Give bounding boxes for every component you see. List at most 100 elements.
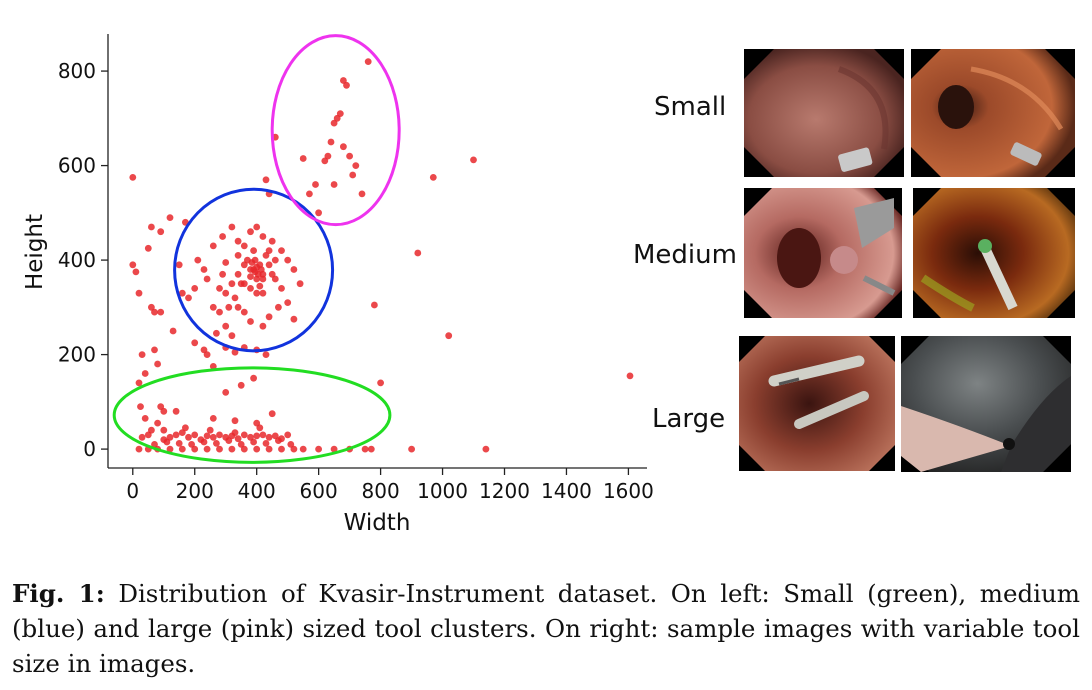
data-point bbox=[253, 445, 261, 453]
data-point bbox=[216, 308, 223, 316]
data-point bbox=[240, 431, 248, 439]
data-point bbox=[251, 256, 259, 264]
data-point bbox=[175, 261, 183, 269]
axes-layer: 0 200 400 600 800 1000 1200 1400 1600 0 200 400 600 8… bbox=[58, 34, 654, 503]
data-point bbox=[330, 445, 338, 453]
data-point bbox=[364, 58, 372, 65]
data-point bbox=[262, 176, 270, 184]
data-point bbox=[178, 445, 186, 453]
data-point bbox=[163, 438, 171, 446]
data-point bbox=[141, 415, 149, 422]
data-point bbox=[626, 372, 634, 380]
scatter-plot: 0 200 400 600 800 1000 1200 1400 1600 0 200 400 600 8… bbox=[22, 34, 654, 536]
data-point bbox=[129, 261, 137, 269]
data-point bbox=[203, 275, 211, 283]
data-point bbox=[185, 294, 192, 302]
data-point bbox=[237, 381, 245, 389]
sample-image-large-1 bbox=[739, 336, 895, 471]
data-point bbox=[327, 138, 335, 146]
data-point bbox=[290, 445, 298, 453]
data-point bbox=[138, 433, 146, 441]
data-point bbox=[234, 237, 242, 245]
data-point bbox=[231, 429, 239, 436]
data-point bbox=[148, 223, 155, 231]
data-point bbox=[200, 438, 208, 446]
data-point bbox=[172, 431, 180, 439]
sample-image-medium-1 bbox=[744, 188, 902, 318]
data-point bbox=[231, 294, 239, 302]
data-point bbox=[141, 370, 149, 377]
data-point bbox=[445, 332, 453, 340]
data-point bbox=[222, 259, 230, 266]
data-point bbox=[247, 285, 254, 292]
data-point bbox=[340, 143, 347, 151]
data-point bbox=[234, 303, 242, 311]
data-point bbox=[231, 417, 239, 425]
data-point bbox=[259, 322, 267, 330]
data-point bbox=[271, 256, 279, 264]
data-point bbox=[321, 157, 329, 165]
cluster-small-ellipse bbox=[112, 366, 392, 464]
data-point bbox=[228, 445, 236, 453]
sample-image-medium-2 bbox=[913, 188, 1075, 318]
x-tick-label: 600 bbox=[300, 479, 338, 503]
data-point bbox=[278, 247, 285, 255]
data-point bbox=[157, 403, 165, 410]
data-point bbox=[315, 209, 322, 217]
data-point bbox=[250, 438, 257, 446]
y-tick-label: 800 bbox=[58, 59, 96, 83]
data-point bbox=[268, 410, 276, 418]
data-point bbox=[182, 424, 189, 432]
data-point bbox=[191, 339, 199, 347]
data-point bbox=[228, 223, 236, 231]
data-point bbox=[213, 440, 220, 447]
points-layer bbox=[129, 58, 634, 453]
data-point bbox=[284, 256, 292, 264]
data-point bbox=[265, 247, 273, 255]
data-point bbox=[340, 77, 347, 84]
data-point bbox=[219, 270, 227, 278]
data-point bbox=[178, 289, 186, 297]
caption-label: Fig. 1: bbox=[12, 579, 105, 608]
data-point bbox=[253, 419, 261, 427]
data-point bbox=[216, 445, 223, 453]
sample-image-small-2 bbox=[911, 49, 1075, 177]
data-point bbox=[336, 110, 344, 117]
data-point bbox=[306, 190, 313, 198]
data-point bbox=[166, 445, 174, 453]
data-point bbox=[257, 266, 265, 273]
data-point bbox=[240, 242, 248, 250]
data-point bbox=[137, 403, 144, 410]
data-point bbox=[265, 433, 273, 441]
data-point bbox=[262, 440, 270, 447]
cluster-medium-ellipse bbox=[173, 187, 335, 353]
figure-caption: Fig. 1: Distribution of Kvasir-Instrumen… bbox=[12, 576, 1080, 681]
data-point bbox=[247, 228, 254, 236]
data-point bbox=[216, 431, 223, 439]
data-point bbox=[216, 285, 223, 292]
data-point bbox=[172, 407, 180, 415]
data-point bbox=[234, 252, 242, 259]
data-point bbox=[231, 348, 239, 356]
data-point bbox=[166, 214, 174, 222]
data-point bbox=[169, 327, 177, 335]
data-point bbox=[259, 289, 267, 297]
data-point bbox=[253, 223, 261, 231]
data-point bbox=[191, 285, 199, 292]
data-point bbox=[482, 445, 490, 453]
data-point bbox=[240, 280, 248, 288]
data-point bbox=[203, 445, 211, 453]
data-point bbox=[222, 322, 230, 330]
data-point bbox=[470, 156, 477, 164]
data-point bbox=[144, 244, 152, 252]
data-point bbox=[157, 308, 165, 316]
figure: 0 200 400 600 800 1000 1200 1400 1600 0 200 400 600 8… bbox=[22, 34, 1075, 536]
data-point bbox=[330, 181, 338, 188]
data-point bbox=[135, 445, 143, 453]
data-point bbox=[209, 415, 217, 422]
y-tick-label: 200 bbox=[58, 343, 96, 367]
row-label-medium: Medium bbox=[633, 240, 737, 270]
data-point bbox=[154, 360, 162, 368]
x-tick-label: 0 bbox=[126, 479, 139, 503]
data-point bbox=[315, 445, 322, 453]
